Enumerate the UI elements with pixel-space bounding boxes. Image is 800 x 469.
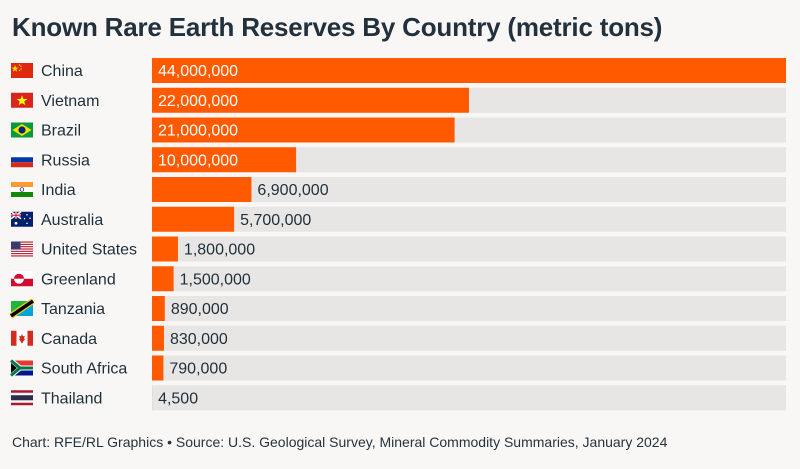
value-label: 1,500,000 xyxy=(180,271,251,288)
india-flag-icon xyxy=(11,182,33,197)
bar-row-united-states: United States 1,800,000 xyxy=(11,236,786,262)
thailand-flag-icon xyxy=(11,390,33,406)
bar-row-south-africa: South Africa 790,000 xyxy=(9,355,786,381)
category-label: Australia xyxy=(41,212,103,229)
bar-track xyxy=(152,206,786,232)
bar-row-thailand: Thailand 4,500 xyxy=(11,385,786,411)
value-label: 44,000,000 xyxy=(158,63,238,80)
category-label: Greenland xyxy=(41,271,116,288)
category-label: Vietnam xyxy=(41,93,99,110)
category-label: Brazil xyxy=(41,123,81,140)
value-label: 5,700,000 xyxy=(240,212,311,229)
bar-row-canada: Canada 830,000 xyxy=(11,325,786,351)
bar xyxy=(152,206,235,232)
vietnam-flag-icon xyxy=(11,92,33,108)
bar-row-china: China 44,000,000 xyxy=(11,58,786,83)
south-africa-flag-icon xyxy=(9,358,33,378)
category-label: United States xyxy=(41,242,137,259)
bar-row-vietnam: Vietnam 22,000,000 xyxy=(11,87,786,113)
bar xyxy=(152,355,164,381)
tanzania-flag-icon xyxy=(9,298,35,319)
value-label: 790,000 xyxy=(169,361,227,378)
value-label: 6,900,000 xyxy=(257,182,328,199)
value-label: 10,000,000 xyxy=(158,152,238,169)
category-label: Canada xyxy=(41,331,97,348)
bar-track xyxy=(152,236,786,262)
category-label: India xyxy=(41,182,76,199)
bar xyxy=(152,236,178,262)
greenland-flag-icon xyxy=(11,271,33,287)
category-label: Thailand xyxy=(41,390,102,407)
bar-row-tanzania: Tanzania 890,000 xyxy=(9,296,786,321)
value-label: 890,000 xyxy=(171,301,229,318)
australia-flag-icon xyxy=(10,211,33,227)
bar xyxy=(152,177,252,202)
bar-row-india: India 6,900,000 xyxy=(11,177,786,202)
bar xyxy=(152,58,786,83)
bar-track xyxy=(152,266,786,292)
bar-track xyxy=(152,355,786,381)
bar-track xyxy=(152,296,786,321)
bar-track xyxy=(152,385,786,411)
value-label: 1,800,000 xyxy=(184,242,255,259)
china-flag-icon xyxy=(11,63,33,78)
chart-title: Known Rare Earth Reserves By Country (me… xyxy=(12,12,663,42)
bar xyxy=(152,87,469,113)
bar-track xyxy=(152,325,786,351)
bar xyxy=(152,117,455,143)
bar-row-brazil: Brazil 21,000,000 xyxy=(11,117,786,143)
chart-footer: Chart: RFE/RL Graphics • Source: U.S. Ge… xyxy=(12,434,668,450)
bar xyxy=(152,147,297,173)
russia-flag-icon xyxy=(11,152,33,168)
value-label: 830,000 xyxy=(170,331,228,348)
bar xyxy=(152,266,174,292)
bar xyxy=(152,296,165,321)
value-label: 22,000,000 xyxy=(158,93,238,110)
value-label: 21,000,000 xyxy=(158,123,238,140)
category-label: Russia xyxy=(41,152,90,169)
value-label: 4,500 xyxy=(158,390,198,407)
brazil-flag-icon xyxy=(11,122,33,138)
canada-flag-icon xyxy=(11,330,33,346)
category-label: South Africa xyxy=(41,361,127,378)
bar-row-australia: Australia 5,700,000 xyxy=(10,206,786,232)
united-states-flag-icon xyxy=(11,241,33,257)
bar-track xyxy=(152,177,786,202)
category-label: China xyxy=(41,63,83,80)
bar-row-greenland: Greenland 1,500,000 xyxy=(11,266,786,292)
category-label: Tanzania xyxy=(41,301,105,318)
bar-row-russia: Russia 10,000,000 xyxy=(11,147,786,173)
bar xyxy=(152,325,164,351)
